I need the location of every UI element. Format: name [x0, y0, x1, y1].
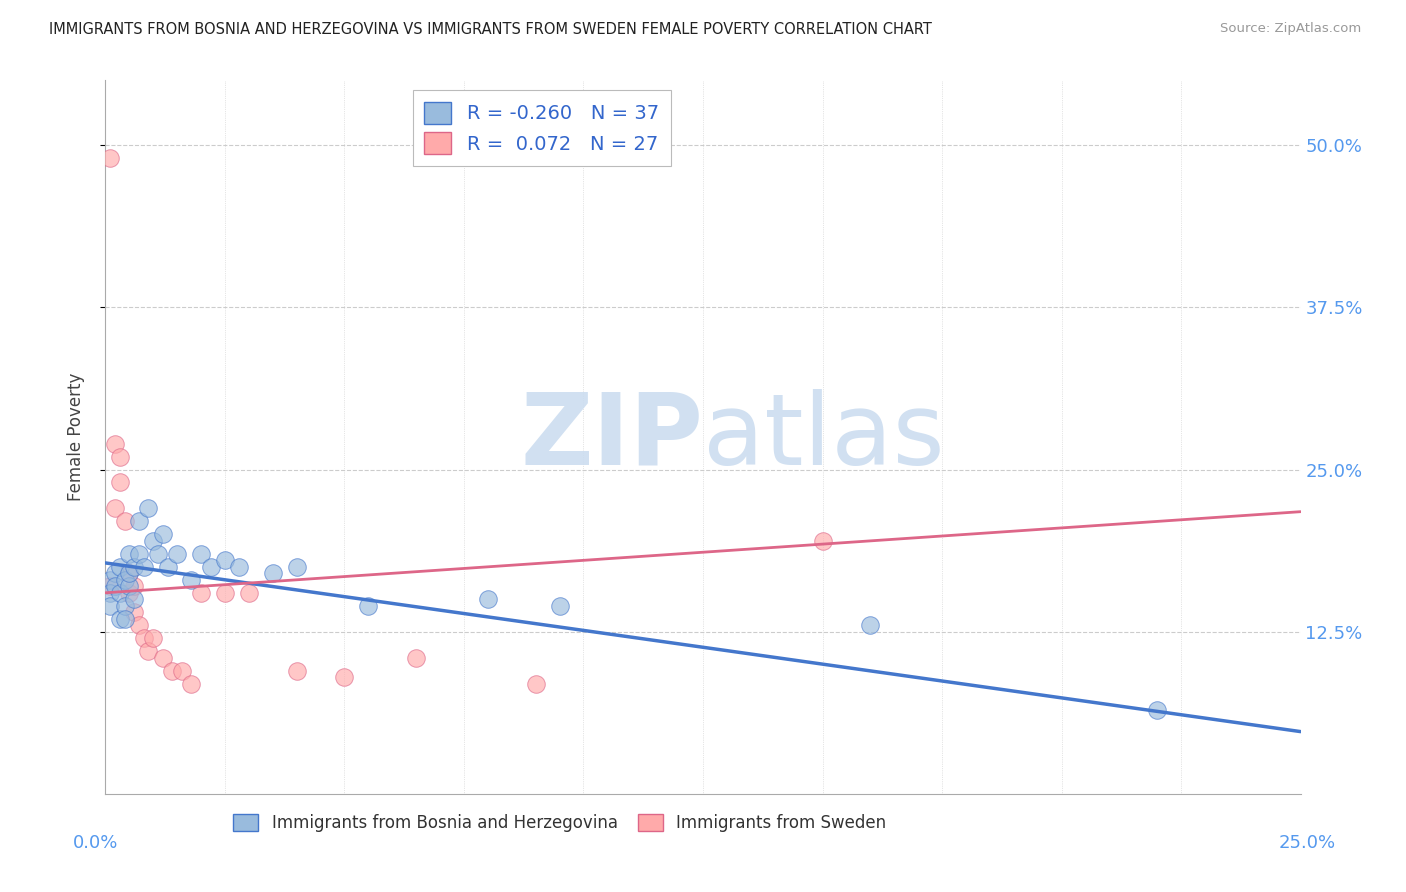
Point [122, 592, 145, 607]
Point [114, 573, 136, 587]
Point [104, 436, 127, 450]
Point [524, 676, 547, 690]
Point [122, 579, 145, 593]
Point [132, 631, 155, 645]
Point [152, 650, 174, 665]
Point [98, 586, 121, 600]
Point [128, 618, 150, 632]
Point [162, 664, 184, 678]
Point [104, 566, 127, 581]
Point [128, 547, 150, 561]
Text: ZIP: ZIP [520, 389, 703, 485]
Point [228, 559, 250, 574]
Point [98, 573, 121, 587]
Point [262, 566, 284, 581]
Point [1146, 702, 1168, 716]
Point [146, 547, 169, 561]
Point [405, 650, 427, 665]
Text: Source: ZipAtlas.com: Source: ZipAtlas.com [1220, 22, 1361, 36]
Y-axis label: Female Poverty: Female Poverty [66, 373, 84, 501]
Point [118, 586, 141, 600]
Point [142, 533, 165, 548]
Point [180, 573, 202, 587]
Point [104, 501, 127, 516]
Legend: Immigrants from Bosnia and Herzegovina, Immigrants from Sweden: Immigrants from Bosnia and Herzegovina, … [226, 807, 893, 839]
Point [238, 586, 260, 600]
Point [98, 579, 121, 593]
Text: IMMIGRANTS FROM BOSNIA AND HERZEGOVINA VS IMMIGRANTS FROM SWEDEN FEMALE POVERTY : IMMIGRANTS FROM BOSNIA AND HERZEGOVINA V… [49, 22, 932, 37]
Point [118, 579, 141, 593]
Point [118, 566, 141, 581]
Point [166, 547, 188, 561]
Point [190, 586, 212, 600]
Point [285, 664, 308, 678]
Point [859, 618, 882, 632]
Point [128, 515, 150, 529]
Point [138, 501, 160, 516]
Text: atlas: atlas [703, 389, 945, 485]
Point [138, 644, 160, 658]
Point [108, 586, 131, 600]
Point [98, 599, 121, 613]
Point [98, 151, 121, 165]
Point [108, 559, 131, 574]
Text: 25.0%: 25.0% [1279, 834, 1336, 852]
Point [122, 559, 145, 574]
Point [108, 475, 131, 490]
Point [285, 559, 308, 574]
Point [114, 515, 136, 529]
Point [170, 664, 193, 678]
Point [811, 533, 834, 548]
Point [152, 527, 174, 541]
Point [180, 676, 202, 690]
Point [118, 547, 141, 561]
Point [190, 547, 212, 561]
Point [548, 599, 571, 613]
Point [104, 579, 127, 593]
Point [214, 553, 236, 567]
Text: 0.0%: 0.0% [73, 834, 118, 852]
Point [108, 450, 131, 464]
Point [122, 605, 145, 619]
Point [132, 559, 155, 574]
Point [333, 670, 356, 684]
Point [118, 566, 141, 581]
Point [108, 612, 131, 626]
Point [142, 631, 165, 645]
Point [477, 592, 499, 607]
Point [214, 586, 236, 600]
Point [200, 559, 222, 574]
Point [357, 599, 380, 613]
Point [114, 612, 136, 626]
Point [114, 599, 136, 613]
Point [156, 559, 179, 574]
